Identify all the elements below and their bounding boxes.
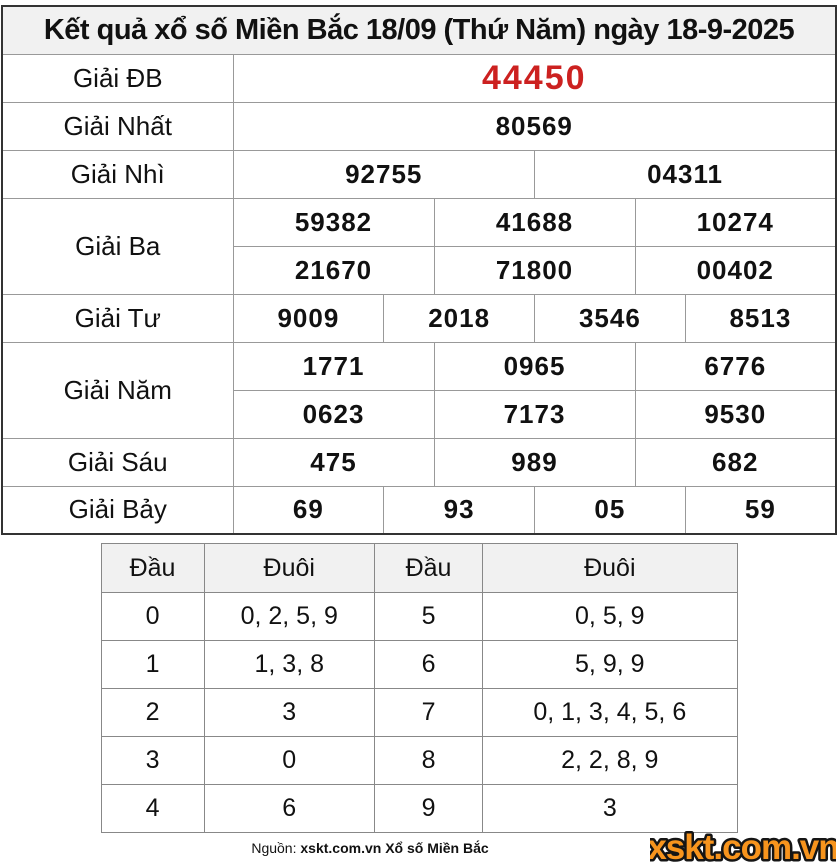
prize-label: Giải Tư (1, 293, 234, 343)
head-cell: 8 (373, 736, 484, 785)
source-text: Nguồn: xskt.com.vn Xổ số Miền Bắc (0, 840, 740, 856)
head-cell: 5 (373, 592, 484, 641)
prize-value: 41688 (433, 197, 636, 247)
tail-cell: 0, 2, 5, 9 (203, 592, 375, 641)
prize-row-ba-1: Giải Ba 59382 41688 10274 (1, 197, 837, 295)
prize-value: 59382 (232, 197, 435, 247)
prize-value: 0623 (232, 389, 435, 439)
prize-value: 3546 (534, 293, 686, 343)
head-cell: 4 (100, 784, 205, 833)
head-tail-header-row: Đầu Đuôi Đầu Đuôi (100, 543, 738, 593)
prize-value: 71800 (433, 245, 636, 295)
prize-value: 1771 (232, 341, 435, 391)
head-cell: 1 (100, 640, 205, 689)
head-tail-row: 3 0 8 2, 2, 8, 9 (100, 736, 738, 785)
prize-value: 7173 (433, 389, 636, 439)
head-cell: 7 (373, 688, 484, 737)
tail-cell: 2, 2, 8, 9 (482, 736, 738, 785)
tail-cell: 0, 5, 9 (482, 592, 738, 641)
prize-value: 92755 (232, 149, 535, 199)
special-prize-value: 44450 (232, 53, 837, 103)
prize-value: 475 (232, 437, 435, 487)
prize-value: 93 (383, 485, 535, 535)
prize-value: 00402 (634, 245, 837, 295)
tail-cell: 0, 1, 3, 4, 5, 6 (482, 688, 738, 737)
prize-value: 04311 (534, 149, 837, 199)
prize-label: Giải Nhì (1, 149, 234, 199)
prize-label: Giải Sáu (1, 437, 234, 487)
prize-value: 6776 (634, 341, 837, 391)
tail-cell: 1, 3, 8 (203, 640, 375, 689)
prize-label: Giải Bảy (1, 485, 234, 535)
prize-value: 59 (684, 485, 837, 535)
tail-cell: 3 (482, 784, 738, 833)
footer: Nguồn: xskt.com.vn Xổ số Miền Bắc xskt.c… (0, 826, 838, 865)
prize-row-bay: Giải Bảy 69 93 05 59 (1, 485, 837, 535)
tail-cell: 3 (203, 688, 375, 737)
head-cell: 6 (373, 640, 484, 689)
prize-value: 0965 (433, 341, 636, 391)
prize-value: 8513 (684, 293, 837, 343)
xskt-logo-text[interactable]: xskt.com.vn (645, 826, 838, 865)
prize-row-nam-2: 0623 7173 9530 (2, 389, 837, 439)
prize-value: 989 (433, 437, 636, 487)
title-row: Kết quả xổ số Miền Bắc 18/09 (Thứ Năm) n… (1, 5, 837, 55)
head-col-header: Đầu (100, 543, 205, 593)
head-tail-table: Đầu Đuôi Đầu Đuôi 0 0, 2, 5, 9 5 0, 5, 9… (100, 543, 738, 833)
prize-value: 2018 (383, 293, 535, 343)
prize-row-nam-1: Giải Năm 1771 0965 6776 (1, 341, 837, 439)
head-tail-row: 2 3 7 0, 1, 3, 4, 5, 6 (100, 688, 738, 737)
prize-label: Giải Nhất (1, 101, 234, 151)
head-tail-row: 0 0, 2, 5, 9 5 0, 5, 9 (100, 592, 738, 641)
head-tail-row: 1 1, 3, 8 6 5, 9, 9 (100, 640, 738, 689)
head-cell: 9 (373, 784, 484, 833)
prize-row-nhi: Giải Nhì 92755 04311 (1, 149, 837, 199)
head-col-header: Đầu (373, 543, 484, 593)
prize-value: 05 (534, 485, 686, 535)
prize-value: 9530 (634, 389, 837, 439)
prize-value: 80569 (232, 101, 837, 151)
prize-label: Giải Năm (1, 341, 234, 439)
source-prefix: Nguồn: (251, 840, 301, 856)
page-title: Kết quả xổ số Miền Bắc 18/09 (Thứ Năm) n… (1, 5, 837, 55)
prize-row-nhat: Giải Nhất 80569 (1, 101, 837, 151)
head-cell: 0 (100, 592, 205, 641)
prize-row-ba-2: 21670 71800 00402 (2, 245, 837, 295)
tail-cell: 0 (203, 736, 375, 785)
prize-value: 10274 (634, 197, 837, 247)
prize-row-tu: Giải Tư 9009 2018 3546 8513 (1, 293, 837, 343)
tail-cell: 5, 9, 9 (482, 640, 738, 689)
prize-value: 682 (634, 437, 837, 487)
prize-label: Giải Ba (1, 197, 234, 295)
prize-value: 21670 (232, 245, 435, 295)
prize-value: 9009 (232, 293, 385, 343)
head-tail-row: 4 6 9 3 (100, 784, 738, 833)
prize-row-db: Giải ĐB 44450 (1, 53, 837, 103)
prize-value: 69 (232, 485, 385, 535)
prize-row-sau: Giải Sáu 475 989 682 (1, 437, 837, 487)
head-cell: 3 (100, 736, 205, 785)
tail-col-header: Đuôi (482, 543, 738, 593)
tail-cell: 6 (203, 784, 375, 833)
source-name: xskt.com.vn Xổ số Miền Bắc (300, 840, 489, 856)
head-cell: 2 (100, 688, 205, 737)
prize-label: Giải ĐB (1, 53, 234, 103)
xskt-logo[interactable]: xskt.com.vn (645, 826, 838, 865)
tail-col-header: Đuôi (203, 543, 375, 593)
results-table: Kết quả xổ số Miền Bắc 18/09 (Thứ Năm) n… (1, 5, 837, 535)
